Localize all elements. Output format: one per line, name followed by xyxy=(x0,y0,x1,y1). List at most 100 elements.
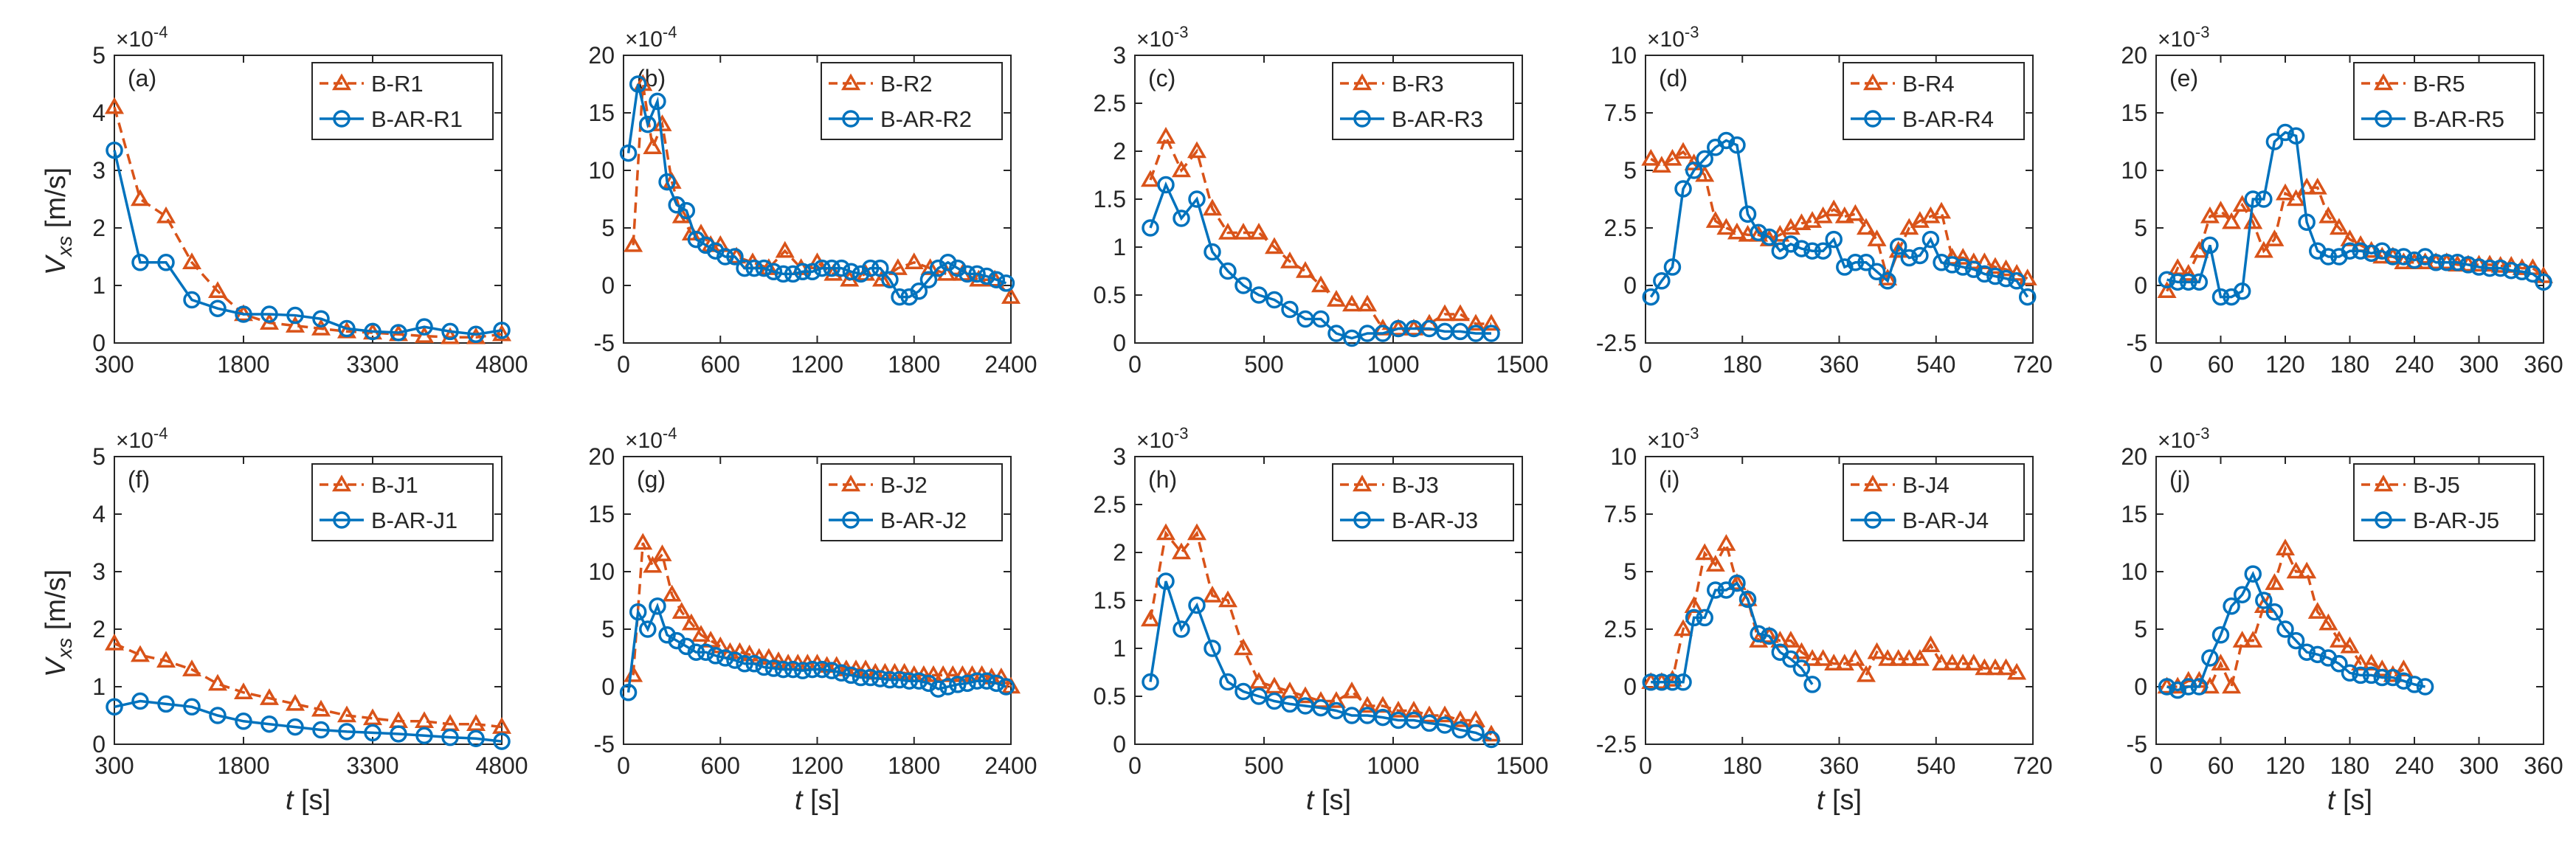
circle-marker xyxy=(1653,673,1671,691)
svg-text:Vxs [m/s]: Vxs [m/s] xyxy=(41,167,76,275)
axis-exponent-power: -4 xyxy=(663,23,677,41)
circle-marker xyxy=(619,144,638,162)
triangle-marker xyxy=(671,602,691,619)
triangle-marker xyxy=(1140,609,1161,627)
x-tick-label: 3300 xyxy=(346,351,398,378)
legend-entry: B-AR-J3 xyxy=(1392,507,1478,533)
circle-marker xyxy=(2438,254,2456,271)
circle-marker xyxy=(861,259,880,277)
y-tick-label: -2.5 xyxy=(1596,731,1637,758)
circle-marker xyxy=(706,647,725,665)
triangle-marker xyxy=(1953,654,1973,671)
y-tick-label: 10 xyxy=(2121,558,2147,585)
circle-marker xyxy=(286,306,304,325)
circle-marker xyxy=(183,291,201,309)
y-tick-label: 10 xyxy=(1610,42,1637,69)
panel-label: (g) xyxy=(637,466,666,493)
y-tick-label: 10 xyxy=(2121,157,2147,184)
triangle-marker xyxy=(207,281,228,299)
x-tick-label: 540 xyxy=(1916,351,1955,378)
y-tick-label: 2 xyxy=(92,215,106,241)
circle-marker xyxy=(1353,511,1371,529)
axis-exponent: ×10-3 xyxy=(1647,424,1699,453)
triangle-marker xyxy=(1674,142,1693,159)
triangle-marker xyxy=(1233,222,1254,240)
circle-marker xyxy=(2211,626,2230,644)
legend: B-R4 B-AR-R4 xyxy=(1843,62,2025,140)
circle-marker xyxy=(493,322,511,339)
triangle-marker xyxy=(2157,281,2177,299)
triangle-marker xyxy=(1001,287,1021,304)
triangle-marker xyxy=(2286,561,2306,579)
y-tick-label: 3 xyxy=(92,558,106,585)
triangle-marker xyxy=(1932,201,1952,219)
x-tick-label: 1800 xyxy=(888,752,940,779)
y-tick-label: 0 xyxy=(1113,330,1126,356)
triangle-marker xyxy=(1326,690,1347,708)
circle-marker xyxy=(987,271,1006,288)
circle-marker xyxy=(1374,325,1392,342)
triangle-marker xyxy=(104,97,125,114)
triangle-marker xyxy=(331,73,352,91)
circle-marker xyxy=(235,713,252,730)
circle-marker xyxy=(1327,325,1345,342)
circle-marker xyxy=(2406,251,2423,269)
circle-marker xyxy=(441,322,459,341)
circle-marker xyxy=(1250,687,1268,705)
circle-marker xyxy=(415,727,433,745)
y-tick-label: 5 xyxy=(92,42,106,69)
triangle-marker xyxy=(1856,218,1876,235)
triangle-marker xyxy=(1996,658,2016,676)
x-axis-label: t [s] xyxy=(1306,785,1351,816)
triangle-marker xyxy=(1357,294,1378,312)
y-axis-label-symbol: V xyxy=(41,254,72,275)
triangle-marker xyxy=(182,659,202,676)
circle-marker xyxy=(2502,261,2520,280)
x-tick-label: 600 xyxy=(701,351,740,378)
circle-marker xyxy=(919,271,938,288)
legend-entry: B-AR-J5 xyxy=(2413,507,2499,533)
circle-marker xyxy=(1782,235,1800,253)
circle-marker xyxy=(813,660,831,679)
circle-marker xyxy=(784,265,802,283)
x-tick-label: 0 xyxy=(1639,351,1652,378)
circle-marker xyxy=(1792,659,1811,677)
circle-marker xyxy=(2481,259,2499,277)
triangle-marker xyxy=(414,326,435,343)
circle-marker xyxy=(745,655,763,673)
circle-marker xyxy=(131,692,149,710)
legend-entry: B-R3 xyxy=(1392,71,1444,97)
panel-label: (c) xyxy=(1148,65,1175,91)
triangle-marker xyxy=(2307,177,2327,195)
circle-marker xyxy=(2416,678,2434,696)
triangle-marker xyxy=(1932,654,1952,671)
circle-marker xyxy=(881,670,899,689)
triangle-marker xyxy=(817,656,837,673)
circle-marker xyxy=(2190,273,2209,291)
circle-marker xyxy=(871,259,889,277)
triangle-marker xyxy=(1295,260,1316,278)
series-B-AR-R4 xyxy=(1642,131,2037,306)
series-line xyxy=(113,106,503,339)
triangle-marker xyxy=(1695,543,1715,561)
triangle-marker xyxy=(1352,474,1372,492)
circle-marker xyxy=(629,75,647,93)
circle-marker xyxy=(2223,597,2240,615)
x-tick-label: 4800 xyxy=(475,351,528,378)
circle-marker xyxy=(1188,190,1206,208)
triangle-marker xyxy=(662,584,682,602)
triangle-marker xyxy=(856,659,876,676)
triangle-marker xyxy=(1964,654,1983,671)
x-tick-label: 300 xyxy=(94,351,134,378)
triangle-marker xyxy=(1171,542,1192,560)
circle-marker xyxy=(415,318,433,336)
legend: B-R3 B-AR-R3 xyxy=(1332,62,1514,140)
y-axis-label-unit: [m/s] xyxy=(41,167,72,236)
triangle-marker xyxy=(1953,248,1973,265)
x-tick-label: 240 xyxy=(2394,351,2434,378)
triangle-marker xyxy=(1280,251,1300,268)
circle-marker xyxy=(842,511,860,529)
x-tick-label: 300 xyxy=(94,752,134,779)
series-line xyxy=(1149,133,1491,330)
y-tick-label: 7.5 xyxy=(1604,501,1637,527)
